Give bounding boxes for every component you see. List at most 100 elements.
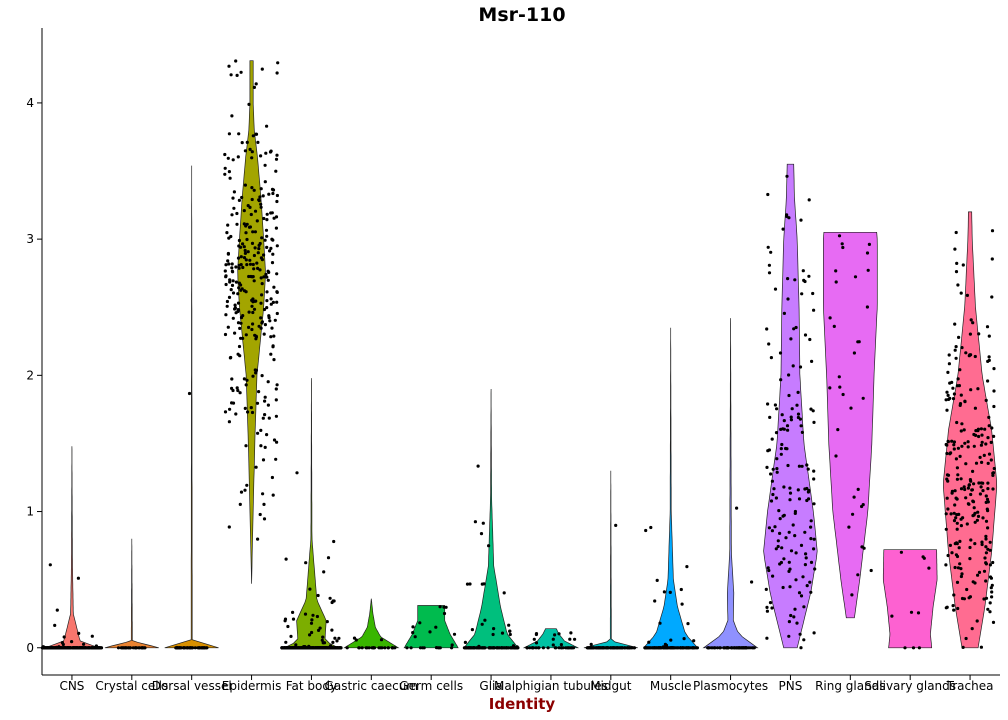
data-point-trachea	[992, 367, 996, 371]
data-point-pns	[796, 488, 800, 492]
data-point-cns	[83, 646, 88, 650]
data-point-trachea	[954, 230, 958, 235]
data-point-fat-body	[304, 561, 308, 565]
x-tick-label-crystal-cells: Crystal cells	[95, 679, 168, 693]
data-point-epidermis	[267, 416, 271, 420]
data-point-trachea	[959, 429, 963, 433]
data-point-trachea	[990, 257, 994, 261]
data-point-trachea	[990, 583, 994, 587]
data-point-cns	[80, 646, 84, 650]
data-point-pns	[778, 531, 782, 536]
data-point-fat-body	[331, 646, 335, 650]
data-point-trachea	[959, 291, 963, 295]
data-point-epidermis	[252, 267, 256, 271]
data-point-fat-body	[310, 630, 314, 635]
data-point-pns	[809, 525, 813, 529]
data-point-epidermis	[262, 307, 267, 312]
data-point-pns	[773, 525, 777, 529]
data-point-muscle	[676, 646, 680, 650]
data-point-pns	[774, 547, 778, 551]
violin-pns	[763, 163, 818, 649]
data-point-cns	[57, 646, 61, 650]
data-point-epidermis	[236, 256, 241, 260]
data-point-trachea	[956, 606, 960, 611]
data-point-trachea	[984, 561, 988, 565]
data-point-epidermis	[254, 82, 258, 86]
data-point-pns	[780, 413, 784, 417]
data-point-pns	[785, 424, 790, 428]
data-point-epidermis	[250, 410, 255, 415]
data-point-trachea	[990, 229, 995, 233]
data-point-epidermis	[264, 228, 269, 232]
data-point-pns	[786, 463, 790, 468]
data-point-trachea	[992, 389, 996, 393]
data-point-germ-cells	[442, 611, 447, 616]
data-point-plasmocytes	[744, 646, 748, 650]
data-point-trachea	[955, 477, 960, 481]
data-point-germ-cells	[428, 630, 432, 634]
data-point-midgut	[595, 646, 600, 650]
data-point-epidermis	[259, 301, 263, 305]
data-point-epidermis	[260, 236, 264, 240]
data-point-trachea	[986, 526, 990, 530]
data-point-trachea	[981, 489, 985, 493]
data-point-ring-glands	[867, 242, 872, 246]
data-point-trachea	[986, 461, 990, 465]
data-point-epidermis	[245, 140, 249, 144]
data-point-epidermis	[247, 102, 251, 106]
data-point-trachea	[971, 514, 975, 518]
data-point-muscle	[661, 646, 666, 650]
data-point-crystal-cells	[128, 646, 132, 650]
data-point-trachea	[971, 321, 975, 325]
data-point-pns	[770, 437, 774, 441]
data-point-trachea	[952, 519, 957, 523]
data-point-pns	[765, 605, 769, 610]
data-point-trachea	[946, 439, 950, 443]
data-point-pns	[776, 544, 780, 549]
violin-fat-body	[284, 378, 339, 649]
data-point-glia	[474, 646, 478, 650]
data-point-pns	[782, 557, 786, 561]
data-point-ring-glands	[856, 573, 860, 577]
data-point-trachea	[955, 521, 959, 525]
data-point-pns	[795, 621, 799, 625]
data-point-epidermis	[227, 132, 231, 136]
data-point-muscle	[680, 602, 684, 606]
data-point-trachea	[984, 442, 988, 446]
data-point-epidermis	[266, 278, 270, 282]
data-point-trachea	[971, 580, 975, 584]
data-point-epidermis	[233, 303, 237, 307]
data-point-epidermis	[244, 231, 248, 235]
data-point-pns	[804, 552, 808, 556]
data-point-epidermis	[249, 212, 253, 217]
data-point-epidermis	[231, 158, 235, 162]
data-point-trachea	[948, 543, 953, 548]
data-point-cns	[76, 576, 80, 580]
data-point-glia	[480, 582, 484, 586]
data-point-pns	[800, 430, 805, 434]
data-point-pns	[798, 365, 803, 369]
data-point-trachea	[945, 451, 949, 456]
data-point-epidermis	[226, 252, 230, 256]
data-point-pns	[787, 393, 791, 398]
data-point-malphigian-tubules	[528, 646, 532, 650]
data-point-pns	[777, 509, 781, 513]
data-point-pns	[766, 566, 770, 570]
data-point-plasmocytes	[741, 646, 745, 650]
data-point-epidermis	[252, 279, 256, 283]
data-point-trachea	[984, 551, 989, 555]
data-point-epidermis	[225, 299, 229, 304]
x-tick-label-midgut: Midgut	[590, 679, 632, 693]
data-point-fat-body	[294, 643, 298, 647]
data-point-trachea	[967, 502, 971, 506]
data-point-trachea	[979, 427, 984, 431]
data-point-epidermis	[258, 512, 262, 517]
data-point-epidermis	[230, 377, 234, 381]
data-point-gastric-caecum	[379, 638, 384, 642]
data-point-muscle	[686, 622, 690, 626]
data-point-epidermis	[250, 156, 254, 160]
data-point-fat-body	[303, 646, 307, 650]
data-point-pns	[809, 519, 813, 523]
data-point-gastric-caecum	[371, 646, 375, 650]
